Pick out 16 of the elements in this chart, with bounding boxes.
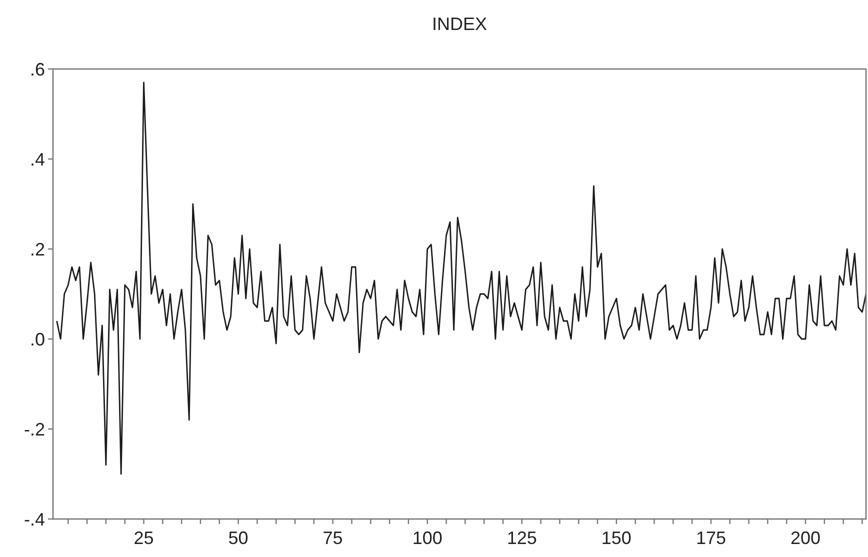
x-tick-label: 125 xyxy=(506,528,537,548)
x-tick-label: 50 xyxy=(228,528,248,548)
y-tick-label: .6 xyxy=(30,59,45,80)
y-tick-label: -.4 xyxy=(24,509,45,530)
line-series xyxy=(56,82,867,475)
x-tick-label: 175 xyxy=(696,528,726,548)
y-tick-label: -.2 xyxy=(24,419,45,440)
x-tick-label: 200 xyxy=(790,528,821,548)
y-tick-label: .2 xyxy=(30,239,45,260)
x-tick-label: 150 xyxy=(601,528,632,548)
x-tick-label: 75 xyxy=(322,528,343,548)
x-tick-label: 100 xyxy=(412,528,442,548)
x-tick-label: 25 xyxy=(134,528,154,548)
y-tick-label: .0 xyxy=(30,329,45,350)
chart-title: INDEX xyxy=(432,14,488,34)
y-tick-label: .4 xyxy=(30,149,45,170)
